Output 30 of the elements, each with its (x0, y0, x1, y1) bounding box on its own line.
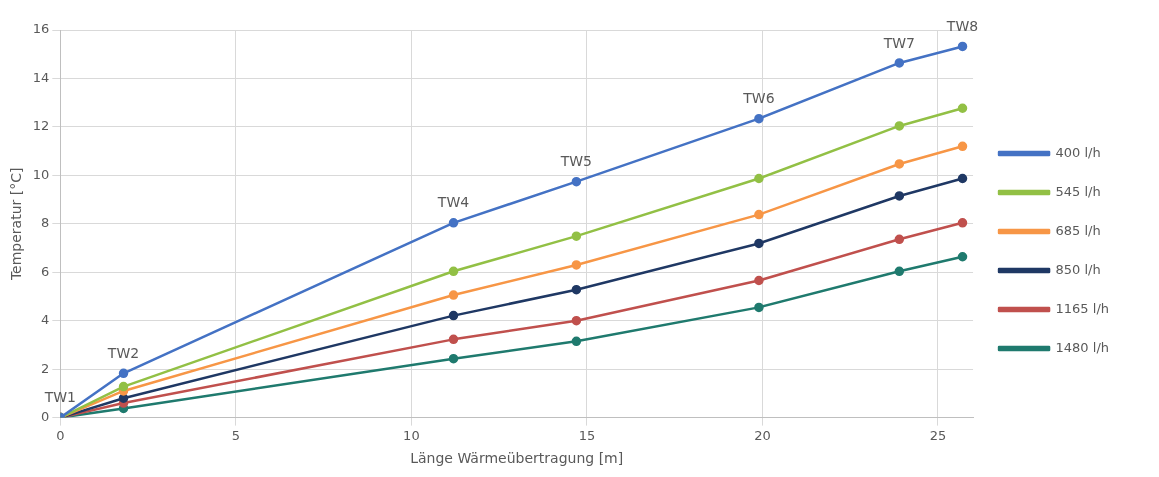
legend-label: 400 l/h (1055, 144, 1101, 160)
y-tick-label: 8 (41, 215, 50, 231)
legend-label: 1165 l/h (1055, 300, 1110, 316)
x-tick-label: 15 (578, 427, 596, 443)
x-tick-label: 20 (754, 427, 771, 443)
annotation: TW7 (882, 34, 915, 51)
x-axis-title: Länge Wärmeübertragung [m] (410, 450, 624, 467)
annotation: TW1 (43, 389, 76, 406)
y-tick-label: 2 (41, 360, 50, 376)
y-tick-label: 0 (41, 408, 50, 424)
legend-label: 1480 l/h (1055, 339, 1110, 355)
y-tick-label: 16 (32, 21, 50, 37)
annotation: TW4 (436, 194, 470, 211)
y-tick-label: 12 (32, 118, 50, 134)
y-tick-label: 10 (32, 166, 50, 182)
y-tick-label: 4 (41, 312, 50, 328)
annotation: TW2 (106, 344, 140, 361)
x-tick-label: 0 (56, 427, 65, 443)
legend-label: 850 l/h (1055, 261, 1101, 277)
annotation: TW6 (742, 90, 775, 107)
y-tick-label: 14 (32, 69, 50, 85)
y-axis-title: Temperatur [°C] (8, 167, 25, 282)
annotation: TW8 (945, 18, 979, 35)
annotation: TW5 (559, 153, 593, 170)
x-tick-label: 25 (929, 427, 947, 443)
x-tick-label: 5 (231, 427, 240, 443)
x-tick-label: 10 (403, 427, 420, 443)
legend-label: 545 l/h (1055, 183, 1101, 199)
legend-label: 685 l/h (1055, 222, 1101, 238)
y-tick-label: 6 (41, 263, 50, 279)
